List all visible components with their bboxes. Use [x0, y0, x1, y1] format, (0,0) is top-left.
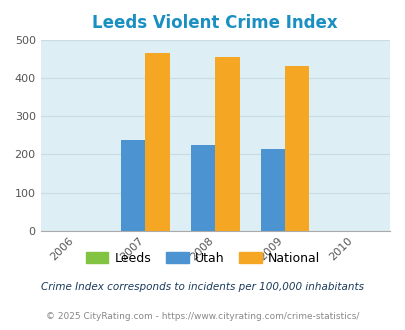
Bar — [284, 66, 309, 231]
Text: © 2025 CityRating.com - https://www.cityrating.com/crime-statistics/: © 2025 CityRating.com - https://www.city… — [46, 312, 359, 321]
Bar — [145, 52, 169, 231]
Legend: Leeds, Utah, National: Leeds, Utah, National — [80, 247, 325, 270]
Bar — [260, 149, 284, 231]
Bar — [121, 140, 145, 231]
Bar — [190, 145, 215, 231]
Title: Leeds Violent Crime Index: Leeds Violent Crime Index — [92, 15, 337, 32]
Text: Crime Index corresponds to incidents per 100,000 inhabitants: Crime Index corresponds to incidents per… — [41, 282, 364, 292]
Bar — [215, 57, 239, 231]
